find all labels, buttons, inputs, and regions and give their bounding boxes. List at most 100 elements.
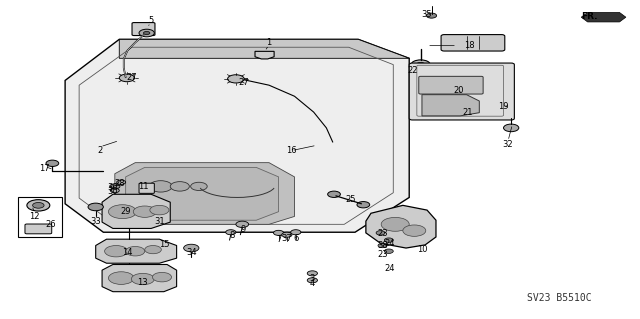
Circle shape <box>307 278 317 283</box>
Text: 37: 37 <box>282 234 292 243</box>
Circle shape <box>88 203 103 211</box>
Text: 36: 36 <box>108 183 118 192</box>
Circle shape <box>403 225 426 236</box>
FancyBboxPatch shape <box>25 224 52 234</box>
Text: 35: 35 <box>422 10 433 19</box>
Text: 27: 27 <box>127 73 138 82</box>
Circle shape <box>328 191 340 197</box>
Text: 20: 20 <box>454 86 464 95</box>
Circle shape <box>109 184 120 189</box>
Circle shape <box>416 63 425 67</box>
Text: 15: 15 <box>159 241 169 249</box>
Circle shape <box>273 230 284 235</box>
Text: 24: 24 <box>385 264 396 273</box>
Text: 9: 9 <box>241 225 246 234</box>
Polygon shape <box>581 12 626 22</box>
Text: 24: 24 <box>385 239 396 248</box>
Circle shape <box>104 246 127 257</box>
Text: 23: 23 <box>377 250 388 259</box>
Text: 16: 16 <box>286 146 296 155</box>
Text: 2: 2 <box>97 145 103 154</box>
Text: 27: 27 <box>238 78 249 86</box>
Circle shape <box>385 249 394 253</box>
Polygon shape <box>255 51 274 59</box>
Text: 30: 30 <box>108 187 118 196</box>
Text: 28: 28 <box>114 179 125 188</box>
Circle shape <box>411 60 430 69</box>
Text: 17: 17 <box>40 165 50 174</box>
Circle shape <box>133 206 156 217</box>
Circle shape <box>116 180 125 184</box>
Circle shape <box>236 221 248 227</box>
Circle shape <box>381 217 409 231</box>
Circle shape <box>119 74 134 82</box>
Circle shape <box>426 13 436 18</box>
Text: 4: 4 <box>310 279 315 288</box>
Text: 18: 18 <box>465 41 475 50</box>
FancyBboxPatch shape <box>139 183 154 193</box>
Text: 38: 38 <box>377 241 388 250</box>
Text: 7: 7 <box>276 235 281 244</box>
Circle shape <box>191 182 207 190</box>
Text: 34: 34 <box>186 248 196 257</box>
FancyBboxPatch shape <box>419 76 483 94</box>
Text: 32: 32 <box>502 140 513 149</box>
Circle shape <box>291 230 301 235</box>
Circle shape <box>33 203 44 208</box>
Circle shape <box>27 200 50 211</box>
Text: 5: 5 <box>148 16 154 25</box>
Circle shape <box>125 247 145 256</box>
Text: 23: 23 <box>377 229 388 238</box>
Polygon shape <box>102 264 177 292</box>
Circle shape <box>108 272 134 285</box>
Polygon shape <box>65 39 409 232</box>
FancyBboxPatch shape <box>409 63 515 120</box>
FancyBboxPatch shape <box>441 34 505 51</box>
Polygon shape <box>125 167 278 220</box>
Text: FR.: FR. <box>581 12 598 21</box>
Text: 12: 12 <box>29 212 40 221</box>
Circle shape <box>108 205 136 219</box>
Text: 8: 8 <box>229 231 235 240</box>
Polygon shape <box>96 239 177 263</box>
Text: 26: 26 <box>46 220 56 229</box>
Text: 1: 1 <box>266 38 271 47</box>
Circle shape <box>385 238 394 242</box>
Text: 31: 31 <box>154 217 164 226</box>
Circle shape <box>152 272 172 282</box>
Circle shape <box>184 244 199 252</box>
Circle shape <box>226 230 236 235</box>
Circle shape <box>307 271 317 276</box>
Text: 3: 3 <box>310 274 315 283</box>
Text: 11: 11 <box>138 182 148 191</box>
Polygon shape <box>366 205 436 248</box>
Text: 22: 22 <box>407 66 418 76</box>
Polygon shape <box>102 194 170 228</box>
Circle shape <box>150 205 169 215</box>
Text: 10: 10 <box>417 245 428 254</box>
Circle shape <box>357 202 370 208</box>
Circle shape <box>378 243 387 248</box>
Text: 21: 21 <box>463 108 473 116</box>
Circle shape <box>376 231 385 235</box>
FancyBboxPatch shape <box>132 23 155 35</box>
Circle shape <box>143 32 150 34</box>
Circle shape <box>110 188 119 193</box>
Text: SV23 B5510C: SV23 B5510C <box>527 293 592 303</box>
Text: 19: 19 <box>499 102 509 111</box>
Text: 14: 14 <box>122 248 133 257</box>
Text: 33: 33 <box>90 217 101 226</box>
Circle shape <box>131 273 154 285</box>
Circle shape <box>282 232 292 237</box>
Circle shape <box>46 160 59 167</box>
Circle shape <box>149 181 172 192</box>
Circle shape <box>139 29 154 37</box>
Text: 6: 6 <box>293 234 298 243</box>
Circle shape <box>145 246 161 254</box>
Text: 25: 25 <box>346 195 356 204</box>
Polygon shape <box>422 95 479 116</box>
Polygon shape <box>119 39 409 58</box>
Polygon shape <box>115 163 294 224</box>
Circle shape <box>228 75 244 83</box>
Circle shape <box>170 182 189 191</box>
